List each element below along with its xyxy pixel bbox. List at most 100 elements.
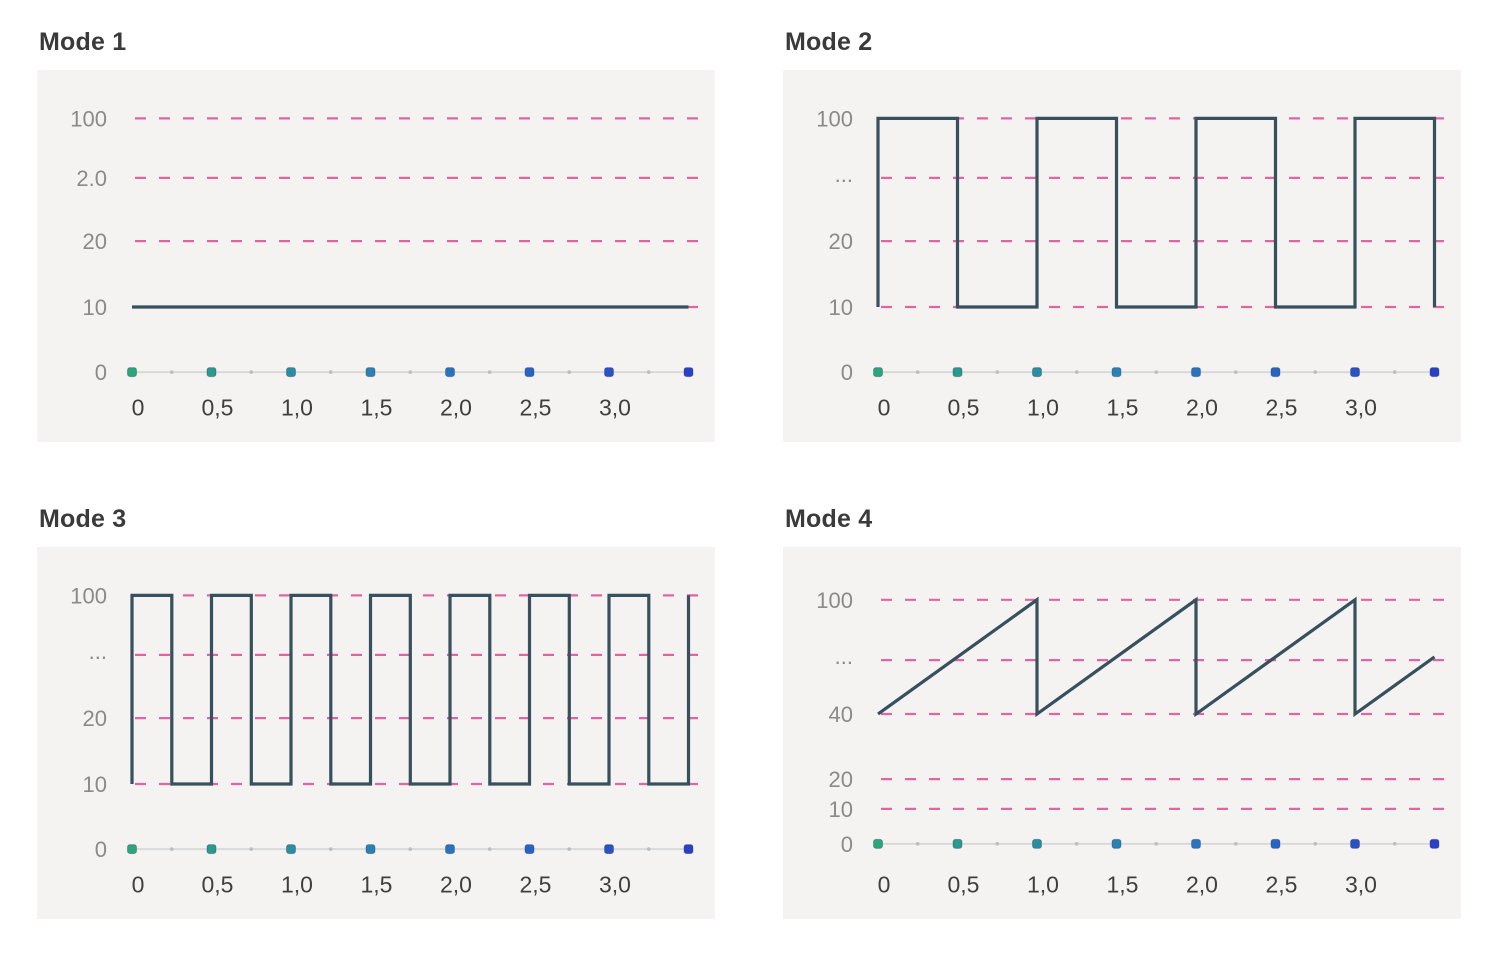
axis-minor-dot	[169, 847, 174, 851]
x-tick-label: 3,0	[599, 395, 631, 421]
axis-marker-dot	[1350, 838, 1360, 849]
gridlines	[135, 117, 699, 309]
waveform-series	[130, 593, 691, 786]
x-tick-label: 2,5	[1266, 872, 1298, 898]
chart-block-mode-3: Mode 3 100... 20 10 0 0 0,5 1,0 1,5 2,0 2,5 3,0	[37, 505, 715, 919]
axis-marker-dot	[683, 844, 694, 855]
y-tick-label: ...	[89, 639, 107, 664]
y-tick-label: 0	[841, 832, 853, 857]
chart-title-mode-1: Mode 1	[39, 28, 127, 56]
axis-marker-dot	[127, 844, 137, 855]
y-tick-label: 40	[829, 702, 853, 727]
y-tick-label: 0	[95, 837, 107, 862]
y-tick-label: 100	[816, 106, 853, 131]
x-tick-label: 0	[878, 872, 891, 898]
axis-marker-dot	[206, 844, 217, 855]
chart-card-mode-3: 100... 20 10 0 0 0,5 1,0 1,5 2,0 2,5 3,0	[37, 547, 715, 919]
axis-minor-dot	[249, 370, 254, 374]
x-tick-label: 0	[132, 395, 145, 421]
axis-marker-dot	[1429, 838, 1440, 849]
chart-title-mode-4: Mode 4	[785, 505, 873, 533]
x-axis-labels: 0 0,5 1,0 1,5 2,0 2,5 3,0	[878, 395, 1377, 421]
x-tick-label: 2,5	[1266, 395, 1298, 421]
axis-minor-dot	[169, 370, 174, 374]
axis-minor-dot	[1074, 370, 1079, 374]
axis-minor-dot	[1313, 842, 1318, 846]
x-tick-label: 0	[878, 395, 891, 421]
axis-marker-dot	[445, 844, 455, 855]
axis-minor-dot	[1233, 842, 1238, 846]
axis-minor-dot	[1313, 370, 1318, 374]
axis-minor-dot	[1392, 370, 1397, 374]
y-tick-label: 100	[816, 588, 853, 613]
x-tick-label: 2,0	[1186, 872, 1218, 898]
chart-card-mode-4: 100... 40 20 10 0 0 0,5 1,0 1,5 2,0 2,5 3,0	[783, 547, 1461, 919]
y-tick-label: 20	[829, 229, 853, 254]
axis-marker-dot	[445, 367, 455, 378]
axis-marker-dot	[365, 367, 376, 378]
axis-minor-dot	[1074, 842, 1079, 846]
axis-marker-dot	[1111, 367, 1122, 378]
axis-marker-dot	[1270, 367, 1281, 378]
axis-marker-dot	[952, 838, 963, 849]
y-tick-label: ...	[835, 644, 853, 669]
y-tick-label: 20	[83, 229, 107, 254]
x-tick-label: 1,5	[361, 872, 393, 898]
axis-minor-dot	[1233, 370, 1238, 374]
x-tick-label: 3,0	[599, 872, 631, 898]
x-tick-label: 2,5	[520, 395, 552, 421]
y-tick-label: ...	[835, 162, 853, 187]
y-tick-label: 10	[829, 295, 853, 320]
x-axis	[873, 367, 1440, 378]
axis-marker-dot	[1032, 838, 1042, 849]
axis-minor-dot	[487, 847, 492, 851]
gridlines	[135, 594, 699, 786]
axis-minor-dot	[646, 847, 651, 851]
x-tick-label: 2,0	[440, 872, 472, 898]
axis-minor-dot	[646, 370, 651, 374]
chart-block-mode-4: Mode 4 100... 40 20 10 0 0 0,5 1,0 1,5 2,0 2,5 3,0	[783, 505, 1461, 919]
axis-minor-dot	[915, 842, 920, 846]
axis-marker-dot	[286, 844, 296, 855]
x-tick-label: 2,0	[1186, 395, 1218, 421]
waveform-line	[876, 116, 1437, 309]
y-tick-label: 100	[70, 106, 107, 131]
axis-marker-dot	[206, 367, 217, 378]
x-tick-label: 1,5	[1107, 395, 1139, 421]
axis-marker-dot	[524, 844, 535, 855]
gridlines	[881, 598, 1445, 810]
y-tick-label: 2.0	[76, 166, 107, 191]
chart-title-mode-3: Mode 3	[39, 505, 127, 533]
x-axis-labels: 0 0,5 1,0 1,5 2,0 2,5 3,0	[132, 395, 631, 421]
x-tick-label: 3,0	[1345, 872, 1377, 898]
axis-marker-dot	[683, 367, 694, 378]
x-tick-label: 1,5	[1107, 872, 1139, 898]
axis-marker-dot	[1429, 367, 1440, 378]
x-tick-label: 1,5	[361, 395, 393, 421]
y-tick-label: 20	[829, 767, 853, 792]
axis-marker-dot	[1111, 838, 1122, 849]
axis-minor-dot	[408, 370, 413, 374]
axis-marker-dot	[1270, 838, 1281, 849]
axis-marker-dot	[127, 367, 137, 378]
y-tick-label: 10	[83, 772, 107, 797]
waveform-series	[877, 596, 1436, 718]
axis-minor-dot	[995, 842, 1000, 846]
axis-minor-dot	[328, 370, 333, 374]
x-axis-labels: 0 0,5 1,0 1,5 2,0 2,5 3,0	[132, 872, 631, 898]
axis-minor-dot	[487, 370, 492, 374]
x-axis-labels: 0 0,5 1,0 1,5 2,0 2,5 3,0	[878, 872, 1377, 898]
y-tick-label: 0	[95, 360, 107, 385]
chart-card-mode-2: 100... 20 10 0 0 0,5 1,0 1,5 2,0 2,5 3,0	[783, 70, 1461, 442]
axis-minor-dot	[567, 847, 572, 851]
x-tick-label: 1,0	[281, 395, 313, 421]
x-axis	[873, 838, 1440, 849]
axis-minor-dot	[249, 847, 254, 851]
x-axis	[127, 367, 694, 378]
x-tick-label: 2,5	[520, 872, 552, 898]
